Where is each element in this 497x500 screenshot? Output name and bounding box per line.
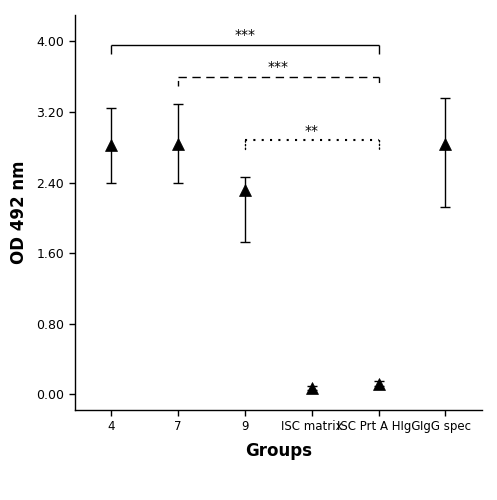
Y-axis label: OD 492 nm: OD 492 nm (10, 161, 28, 264)
Text: **: ** (305, 124, 319, 138)
Text: ***: *** (268, 60, 289, 74)
Text: ***: *** (235, 28, 255, 42)
X-axis label: Groups: Groups (245, 442, 312, 460)
